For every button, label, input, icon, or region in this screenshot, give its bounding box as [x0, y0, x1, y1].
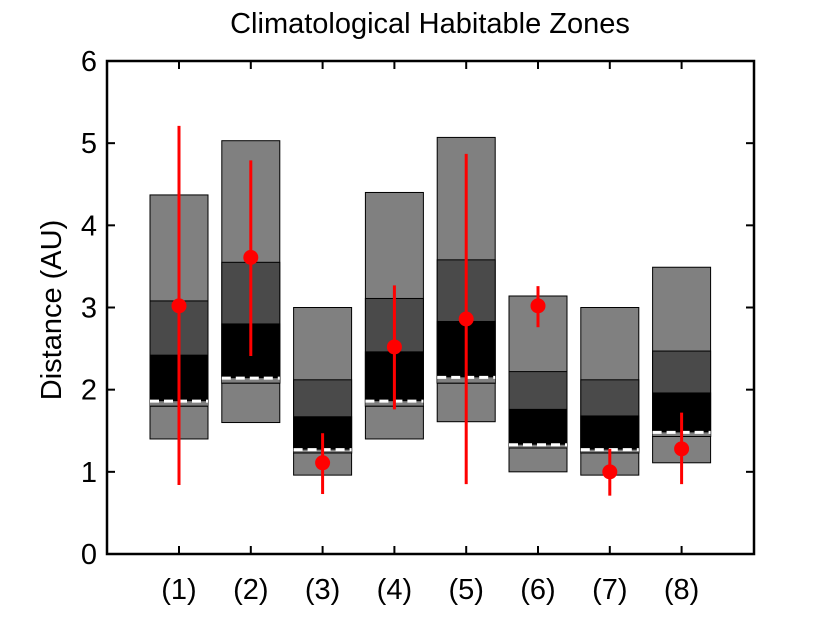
- data-point: [530, 298, 546, 314]
- data-point: [171, 298, 187, 314]
- x-tick-label: (7): [592, 574, 627, 606]
- y-tick-label: 2: [81, 375, 97, 407]
- data-point: [674, 441, 690, 457]
- y-tick-label: 0: [81, 539, 97, 571]
- x-tick-label: (5): [448, 574, 483, 606]
- x-tick-label: (3): [305, 574, 340, 606]
- data-point: [458, 311, 474, 327]
- plot-area: 0 1 2 3 4 5 6 (1) (2) (3) (4) (5) (6) (7) (8): [81, 46, 756, 606]
- data-point: [243, 249, 259, 265]
- y-tick-label: 1: [81, 457, 97, 489]
- inner-zone-box: [580, 415, 640, 454]
- x-tick-label: (2): [233, 574, 268, 606]
- y-tick-label: 5: [81, 128, 97, 160]
- data-point: [386, 339, 402, 355]
- x-tick-label: (1): [161, 574, 196, 606]
- y-tick-label: 3: [81, 293, 97, 325]
- data-point: [315, 455, 331, 471]
- y-tick-label: 6: [81, 46, 97, 78]
- inner-zone-lower-band: [221, 378, 280, 384]
- x-tick-label: (8): [664, 574, 699, 606]
- inner-zone-lower-band: [509, 444, 567, 449]
- x-tick-label: (4): [377, 574, 412, 606]
- inner-zone-box: [508, 408, 568, 449]
- chart-title: Climatological Habitable Zones: [230, 8, 630, 40]
- y-tick-label: 4: [81, 210, 97, 242]
- y-axis-label: Distance (AU): [36, 220, 68, 401]
- data-point: [602, 464, 618, 480]
- x-tick-label: (6): [520, 574, 555, 606]
